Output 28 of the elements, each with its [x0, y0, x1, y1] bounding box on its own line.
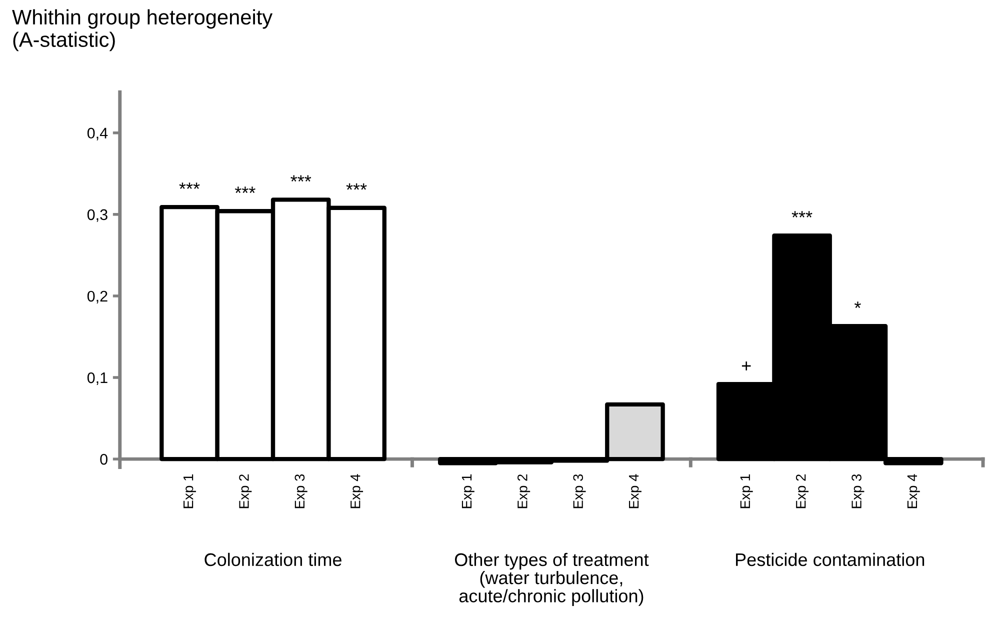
x-tick-label: Exp 2: [796, 474, 809, 508]
y-tick-label: 0,2: [87, 290, 108, 304]
data-label: +: [742, 362, 751, 370]
data-label: ***: [234, 186, 256, 193]
data-label: ***: [792, 211, 812, 218]
y-axis-title: Whithin group heterogeneity (A-statistic): [12, 9, 273, 52]
data-label: ***: [179, 182, 200, 189]
x-tick-label: Exp 1: [740, 474, 753, 508]
data-label: ***: [346, 183, 367, 190]
text: Other types of treatment (water turbulence, acute/chronic pollution): [454, 552, 649, 606]
text: Pesticide contamination: [736, 552, 924, 566]
x-tick-label: Exp 1: [184, 474, 196, 508]
x-tick-label: Exp 3: [294, 474, 308, 508]
x-tick-label: Exp 4: [629, 474, 642, 508]
y-tick-label: 0,1: [87, 372, 108, 385]
data-label: *: [854, 302, 861, 308]
x-tick-label: Exp 3: [573, 474, 586, 508]
x-tick-label: Exp 1: [462, 474, 474, 508]
text: Colonization time: [204, 552, 342, 566]
x-tick-label: Exp 4: [350, 474, 364, 508]
data-label: ***: [290, 175, 312, 182]
x-tick-label: Exp 2: [518, 474, 530, 508]
x-tick-label: Exp 3: [852, 474, 864, 508]
x-tick-label: Exp 2: [239, 474, 252, 508]
x-tick-label: Exp 4: [907, 474, 920, 508]
y-tick-label: 0,4: [87, 128, 108, 140]
y-tick-label: 0: [100, 454, 108, 465]
y-tick-label: 0,3: [87, 209, 108, 222]
